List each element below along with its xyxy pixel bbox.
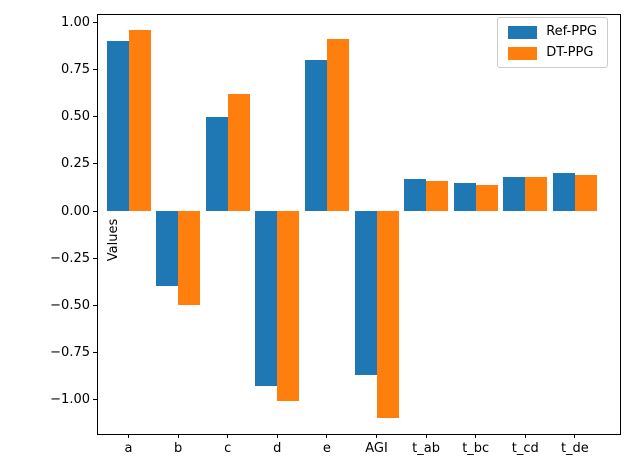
legend-entry-ref-ppg: Ref-PPG <box>508 25 597 39</box>
bar-ref-ppg-c <box>205 116 228 211</box>
x-tick-label: AGI <box>365 441 388 456</box>
y-tick-label: 0.50 <box>61 109 90 125</box>
bar-ref-ppg-t_ab <box>404 178 427 211</box>
y-tick-label: 0.00 <box>61 203 90 219</box>
bar-ref-ppg-d <box>255 211 278 387</box>
bar-dt-ppg-e <box>326 39 349 211</box>
bar-ref-ppg-t_bc <box>453 182 476 211</box>
y-tick-mark <box>93 399 97 400</box>
bar-ref-ppg-AGI <box>354 211 377 375</box>
bar-ref-ppg-b <box>156 211 179 287</box>
bar-dt-ppg-AGI <box>376 211 399 419</box>
bar-dt-ppg-t_cd <box>525 177 548 211</box>
bar-dt-ppg-t_de <box>574 175 597 211</box>
y-tick-mark <box>93 210 97 212</box>
y-tick-label: 0.25 <box>61 156 90 172</box>
x-tick-mark <box>376 434 377 438</box>
x-tick-label: b <box>173 441 183 456</box>
bar-dt-ppg-a <box>128 30 151 211</box>
y-tick-mark <box>93 257 97 259</box>
x-tick-label: d <box>273 441 282 456</box>
bar-ref-ppg-e <box>304 60 327 211</box>
bar-dt-ppg-b <box>178 211 201 306</box>
legend-color-patch <box>508 25 538 39</box>
x-tick-mark <box>177 434 179 438</box>
y-tick-label: −1.00 <box>50 392 90 407</box>
y-tick-mark <box>93 69 97 71</box>
x-tick-mark <box>524 434 526 438</box>
y-tick-mark <box>93 22 97 23</box>
y-axis-label: Values <box>105 218 121 261</box>
bar-ref-ppg-t_de <box>552 173 575 211</box>
x-tick-label: t_ab <box>412 441 440 456</box>
x-tick-mark <box>475 434 477 438</box>
x-tick-mark <box>128 434 129 438</box>
x-tick-label: t_bc <box>462 441 490 456</box>
x-tick-mark <box>227 434 229 438</box>
bar-ref-ppg-t_cd <box>503 177 526 211</box>
bar-ref-ppg-a <box>106 41 129 211</box>
x-tick-mark <box>326 434 328 438</box>
bar-dt-ppg-d <box>277 211 300 402</box>
y-tick-label: −0.25 <box>50 250 90 266</box>
bar-dt-ppg-t_ab <box>426 180 449 211</box>
legend: Ref-PPG DT-PPG <box>497 17 608 68</box>
y-tick-label: −0.75 <box>50 344 90 360</box>
legend-entry-dt-ppg: DT-PPG <box>508 46 597 60</box>
y-tick-mark <box>93 163 97 165</box>
x-tick-label: t_de <box>560 441 589 456</box>
legend-label: DT-PPG <box>546 45 594 60</box>
x-tick-mark <box>574 434 576 438</box>
y-tick-mark <box>93 116 97 118</box>
x-tick-label: t_cd <box>511 441 539 456</box>
plot-area: Values Ref-PPG DT-PPG 1.00 0.75 0.50 0.25 0.0… <box>50 14 621 455</box>
x-tick-mark <box>276 434 278 438</box>
x-tick-label: e <box>322 441 331 456</box>
x-tick-label: a <box>124 441 133 456</box>
y-tick-label: −0.50 <box>50 297 90 313</box>
y-tick-mark <box>93 351 97 353</box>
bar-dt-ppg-t_bc <box>475 184 498 211</box>
x-tick-label: c <box>224 441 232 456</box>
legend-color-patch <box>508 46 538 60</box>
y-tick-label: 1.00 <box>61 15 90 30</box>
bar-dt-ppg-c <box>227 94 250 211</box>
y-tick-label: 0.75 <box>61 62 90 78</box>
legend-label: Ref-PPG <box>546 24 597 39</box>
y-tick-mark <box>93 304 97 306</box>
x-tick-mark <box>425 434 427 438</box>
